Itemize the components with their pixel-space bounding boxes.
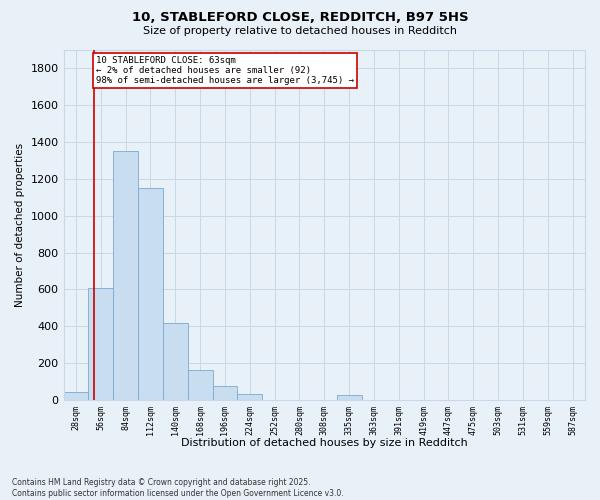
Bar xyxy=(88,288,113,400)
Bar xyxy=(212,386,238,400)
Bar xyxy=(163,322,188,400)
Bar xyxy=(337,394,362,400)
Text: Size of property relative to detached houses in Redditch: Size of property relative to detached ho… xyxy=(143,26,457,36)
Y-axis label: Number of detached properties: Number of detached properties xyxy=(15,143,25,307)
Bar xyxy=(138,188,163,400)
Bar xyxy=(188,370,212,400)
Text: Contains HM Land Registry data © Crown copyright and database right 2025.
Contai: Contains HM Land Registry data © Crown c… xyxy=(12,478,344,498)
Bar xyxy=(238,394,262,400)
Bar xyxy=(113,152,138,400)
Text: 10, STABLEFORD CLOSE, REDDITCH, B97 5HS: 10, STABLEFORD CLOSE, REDDITCH, B97 5HS xyxy=(131,11,469,24)
Text: 10 STABLEFORD CLOSE: 63sqm
← 2% of detached houses are smaller (92)
98% of semi-: 10 STABLEFORD CLOSE: 63sqm ← 2% of detac… xyxy=(96,56,354,86)
X-axis label: Distribution of detached houses by size in Redditch: Distribution of detached houses by size … xyxy=(181,438,467,448)
Bar xyxy=(64,392,88,400)
